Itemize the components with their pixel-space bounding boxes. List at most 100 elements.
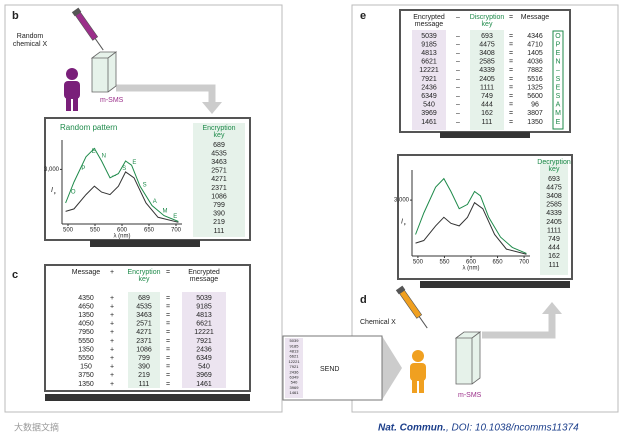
operator: +	[110, 312, 114, 319]
operator: =	[166, 355, 170, 362]
cell: 5039	[196, 295, 212, 302]
cell: 3463	[136, 312, 152, 319]
cell: 1325	[527, 84, 543, 91]
panel-label: e	[360, 10, 366, 22]
envelope-list-bg	[285, 338, 303, 398]
header: Discryption	[470, 14, 505, 21]
operator: +	[110, 321, 114, 328]
cell: 6621	[196, 321, 212, 328]
cell: 5550	[78, 338, 94, 345]
header: –	[456, 14, 460, 21]
cell: 1350	[527, 119, 543, 126]
curve-black	[65, 171, 179, 223]
y-tick-label: 3,000	[44, 167, 60, 173]
chemical-label: chemical X	[13, 41, 48, 48]
operator: –	[456, 33, 460, 40]
operator: =	[166, 372, 170, 379]
cell: 4813	[196, 312, 212, 319]
cell: 7882	[527, 67, 543, 74]
syringe	[71, 7, 104, 51]
cell: 4813	[421, 50, 437, 57]
envelope-arrow	[382, 336, 402, 400]
panel-label: d	[360, 294, 367, 306]
operator: =	[509, 119, 513, 126]
cuvette-label: m-SMS	[100, 97, 124, 104]
key-column-bg	[193, 123, 245, 237]
key-value: 3408	[546, 193, 562, 200]
y-label: I	[401, 218, 403, 225]
key-header: key	[549, 166, 560, 173]
encrypted-column-bg	[412, 30, 446, 130]
header: =	[509, 14, 513, 21]
operator: =	[166, 295, 170, 302]
letter: –	[556, 67, 560, 74]
flow-arrow	[482, 312, 556, 339]
cell: 2405	[479, 76, 495, 83]
cell: 5600	[527, 93, 543, 100]
peak-letter: M	[163, 209, 168, 215]
operator: +	[110, 303, 114, 310]
cell: 1086	[136, 346, 152, 353]
cell: 2571	[136, 321, 152, 328]
key-value: 4475	[546, 184, 562, 191]
operator: –	[456, 102, 460, 109]
peak-letter: E	[132, 160, 136, 166]
cell: 540	[198, 364, 210, 371]
key-value: 2585	[546, 202, 562, 209]
key-value: 689	[213, 142, 225, 149]
header: Message	[72, 269, 101, 276]
flow-arrow	[116, 84, 216, 104]
operator: +	[110, 381, 114, 388]
cell: 2371	[136, 338, 152, 345]
cell: 4271	[136, 329, 152, 336]
cell: 3408	[479, 50, 495, 57]
key-value: 2405	[546, 219, 562, 226]
cell: 4339	[479, 67, 495, 74]
x-tick-label: 550	[439, 260, 450, 266]
key-header: Encryption	[202, 125, 235, 132]
peak-letter: O	[71, 190, 76, 196]
cell: 693	[481, 33, 493, 40]
operator: =	[166, 364, 170, 371]
operator: –	[456, 59, 460, 66]
y-label: I	[51, 187, 53, 194]
cell: 12221	[194, 329, 214, 336]
person-orange	[410, 350, 426, 393]
cell: 2436	[196, 346, 212, 353]
cell: 4350	[78, 295, 94, 302]
cell: 96	[531, 102, 539, 109]
operator: +	[110, 364, 114, 371]
cell: 4710	[527, 41, 543, 48]
key-value: 444	[548, 245, 560, 252]
curve-black	[415, 201, 527, 255]
cell: 1111	[480, 84, 494, 91]
key-value: 1111	[547, 227, 561, 234]
key-value: 111	[214, 228, 225, 235]
operator: =	[166, 329, 170, 336]
envelope-value: 6621	[290, 354, 300, 359]
operator: –	[456, 93, 460, 100]
operator: =	[509, 102, 513, 109]
header: message	[190, 276, 219, 283]
cell: 390	[138, 364, 150, 371]
screen-title: Random pattern	[60, 123, 117, 132]
operator: –	[456, 67, 460, 74]
operator: =	[166, 338, 170, 345]
monitor-stand	[420, 281, 570, 288]
cell: 444	[481, 102, 493, 109]
operator: –	[456, 119, 460, 126]
cell: 4050	[78, 321, 94, 328]
header: =	[166, 269, 170, 276]
key-value: 390	[213, 211, 225, 218]
operator: +	[110, 355, 114, 362]
operator: =	[509, 41, 513, 48]
peak-letter: A	[153, 199, 157, 205]
cell: 1461	[196, 381, 212, 388]
cell: 6349	[196, 355, 212, 362]
key-value: 1086	[211, 193, 227, 200]
cell: 4650	[78, 303, 94, 310]
operator: –	[456, 76, 460, 83]
envelope-label: SEND	[320, 366, 339, 373]
letter: A	[556, 102, 561, 109]
envelope-value: 7921	[290, 364, 300, 369]
